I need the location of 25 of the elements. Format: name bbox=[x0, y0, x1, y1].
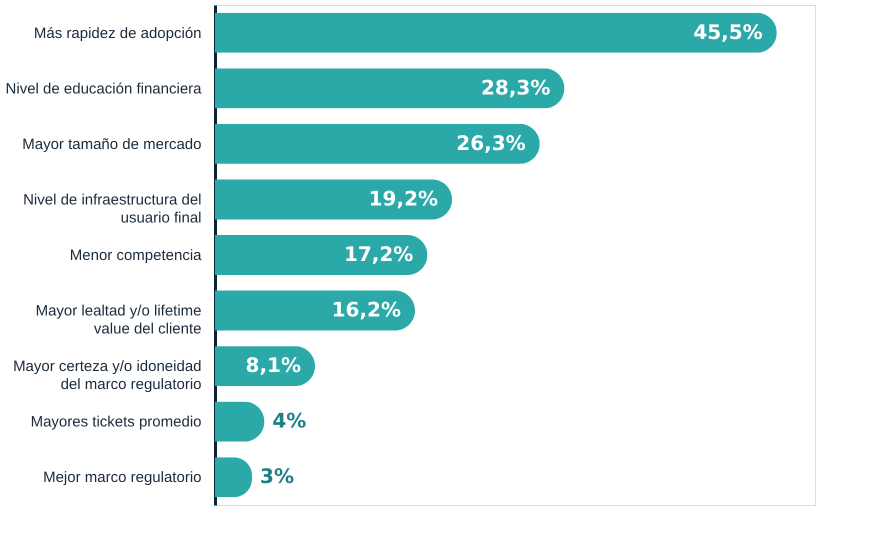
data-label: 16,2% bbox=[332, 298, 401, 322]
data-label: 28,3% bbox=[480, 75, 550, 100]
bar bbox=[215, 12, 777, 53]
y-tick-label: Mayor lealtad y/o lifetime value del cliente bbox=[36, 302, 202, 338]
data-label: 26,3% bbox=[456, 130, 526, 155]
data-label: 8,1% bbox=[246, 353, 301, 378]
bar bbox=[215, 402, 264, 442]
data-label: 4% bbox=[272, 408, 306, 433]
y-tick-label: Nivel de infraestructura del usuario final bbox=[23, 191, 202, 226]
bar bbox=[215, 179, 452, 220]
y-tick-label: Más rapidez de adopción bbox=[34, 24, 202, 42]
y-tick-label: Mayor certeza y/o idoneidad del marco regulatorio bbox=[13, 358, 202, 394]
bar bbox=[215, 290, 415, 331]
y-tick-label: Mayor tamaño de mercado bbox=[22, 136, 202, 153]
y-tick-label: Menor competencia bbox=[70, 247, 202, 264]
data-label: 45,5% bbox=[693, 20, 763, 44]
data-label: 19,2% bbox=[368, 186, 438, 210]
bar bbox=[215, 68, 564, 108]
y-tick-label: Mayores tickets promedio bbox=[30, 414, 202, 431]
y-tick-label: Mejor marco regulatorio bbox=[43, 469, 202, 486]
data-label: 3% bbox=[260, 464, 294, 488]
data-label: 17,2% bbox=[344, 242, 414, 266]
bar bbox=[215, 124, 540, 164]
y-tick-label: Nivel de educación financiera bbox=[6, 80, 202, 98]
bar bbox=[215, 235, 428, 275]
